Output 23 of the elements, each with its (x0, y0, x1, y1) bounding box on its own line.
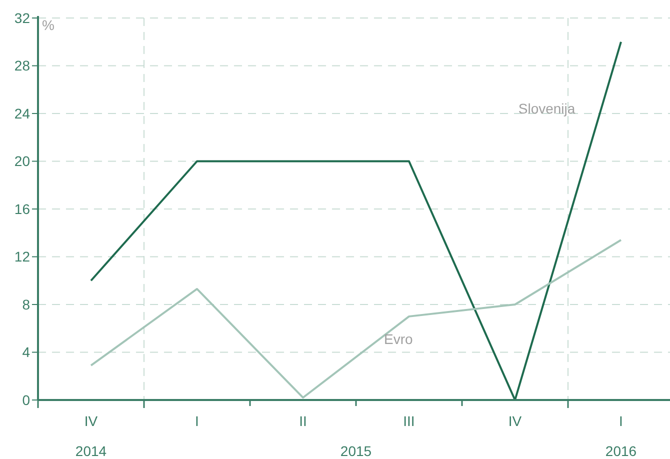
x-tick-label: IV (508, 413, 522, 429)
text: 2015 (340, 443, 372, 459)
y-tick-label: 12 (14, 248, 30, 265)
x-tick-label: III (403, 413, 415, 429)
line-series (90, 40, 622, 401)
y-tick-label: 32 (14, 10, 30, 26)
series-label: Slovenija (518, 100, 576, 116)
y-tick-label: 20 (14, 153, 30, 170)
x-tick-label: I (195, 413, 199, 429)
line-series (90, 239, 622, 399)
y-axis-title: % (42, 17, 54, 33)
text: 2016 (605, 443, 637, 459)
x-tick-label: II (299, 413, 307, 429)
y-tick-label: 4 (22, 344, 30, 360)
y-tick-label: 16 (14, 200, 30, 217)
text: 2014 (75, 443, 107, 459)
y-tick-label: 28 (14, 58, 30, 74)
y-tick-label: 8 (22, 296, 30, 312)
y-tick-label: 0 (22, 392, 30, 408)
series-label: Evro (384, 330, 413, 347)
x-tick-label: IV (84, 413, 98, 429)
y-tick-label: 24 (14, 105, 30, 122)
x-tick-label: I (619, 413, 623, 429)
